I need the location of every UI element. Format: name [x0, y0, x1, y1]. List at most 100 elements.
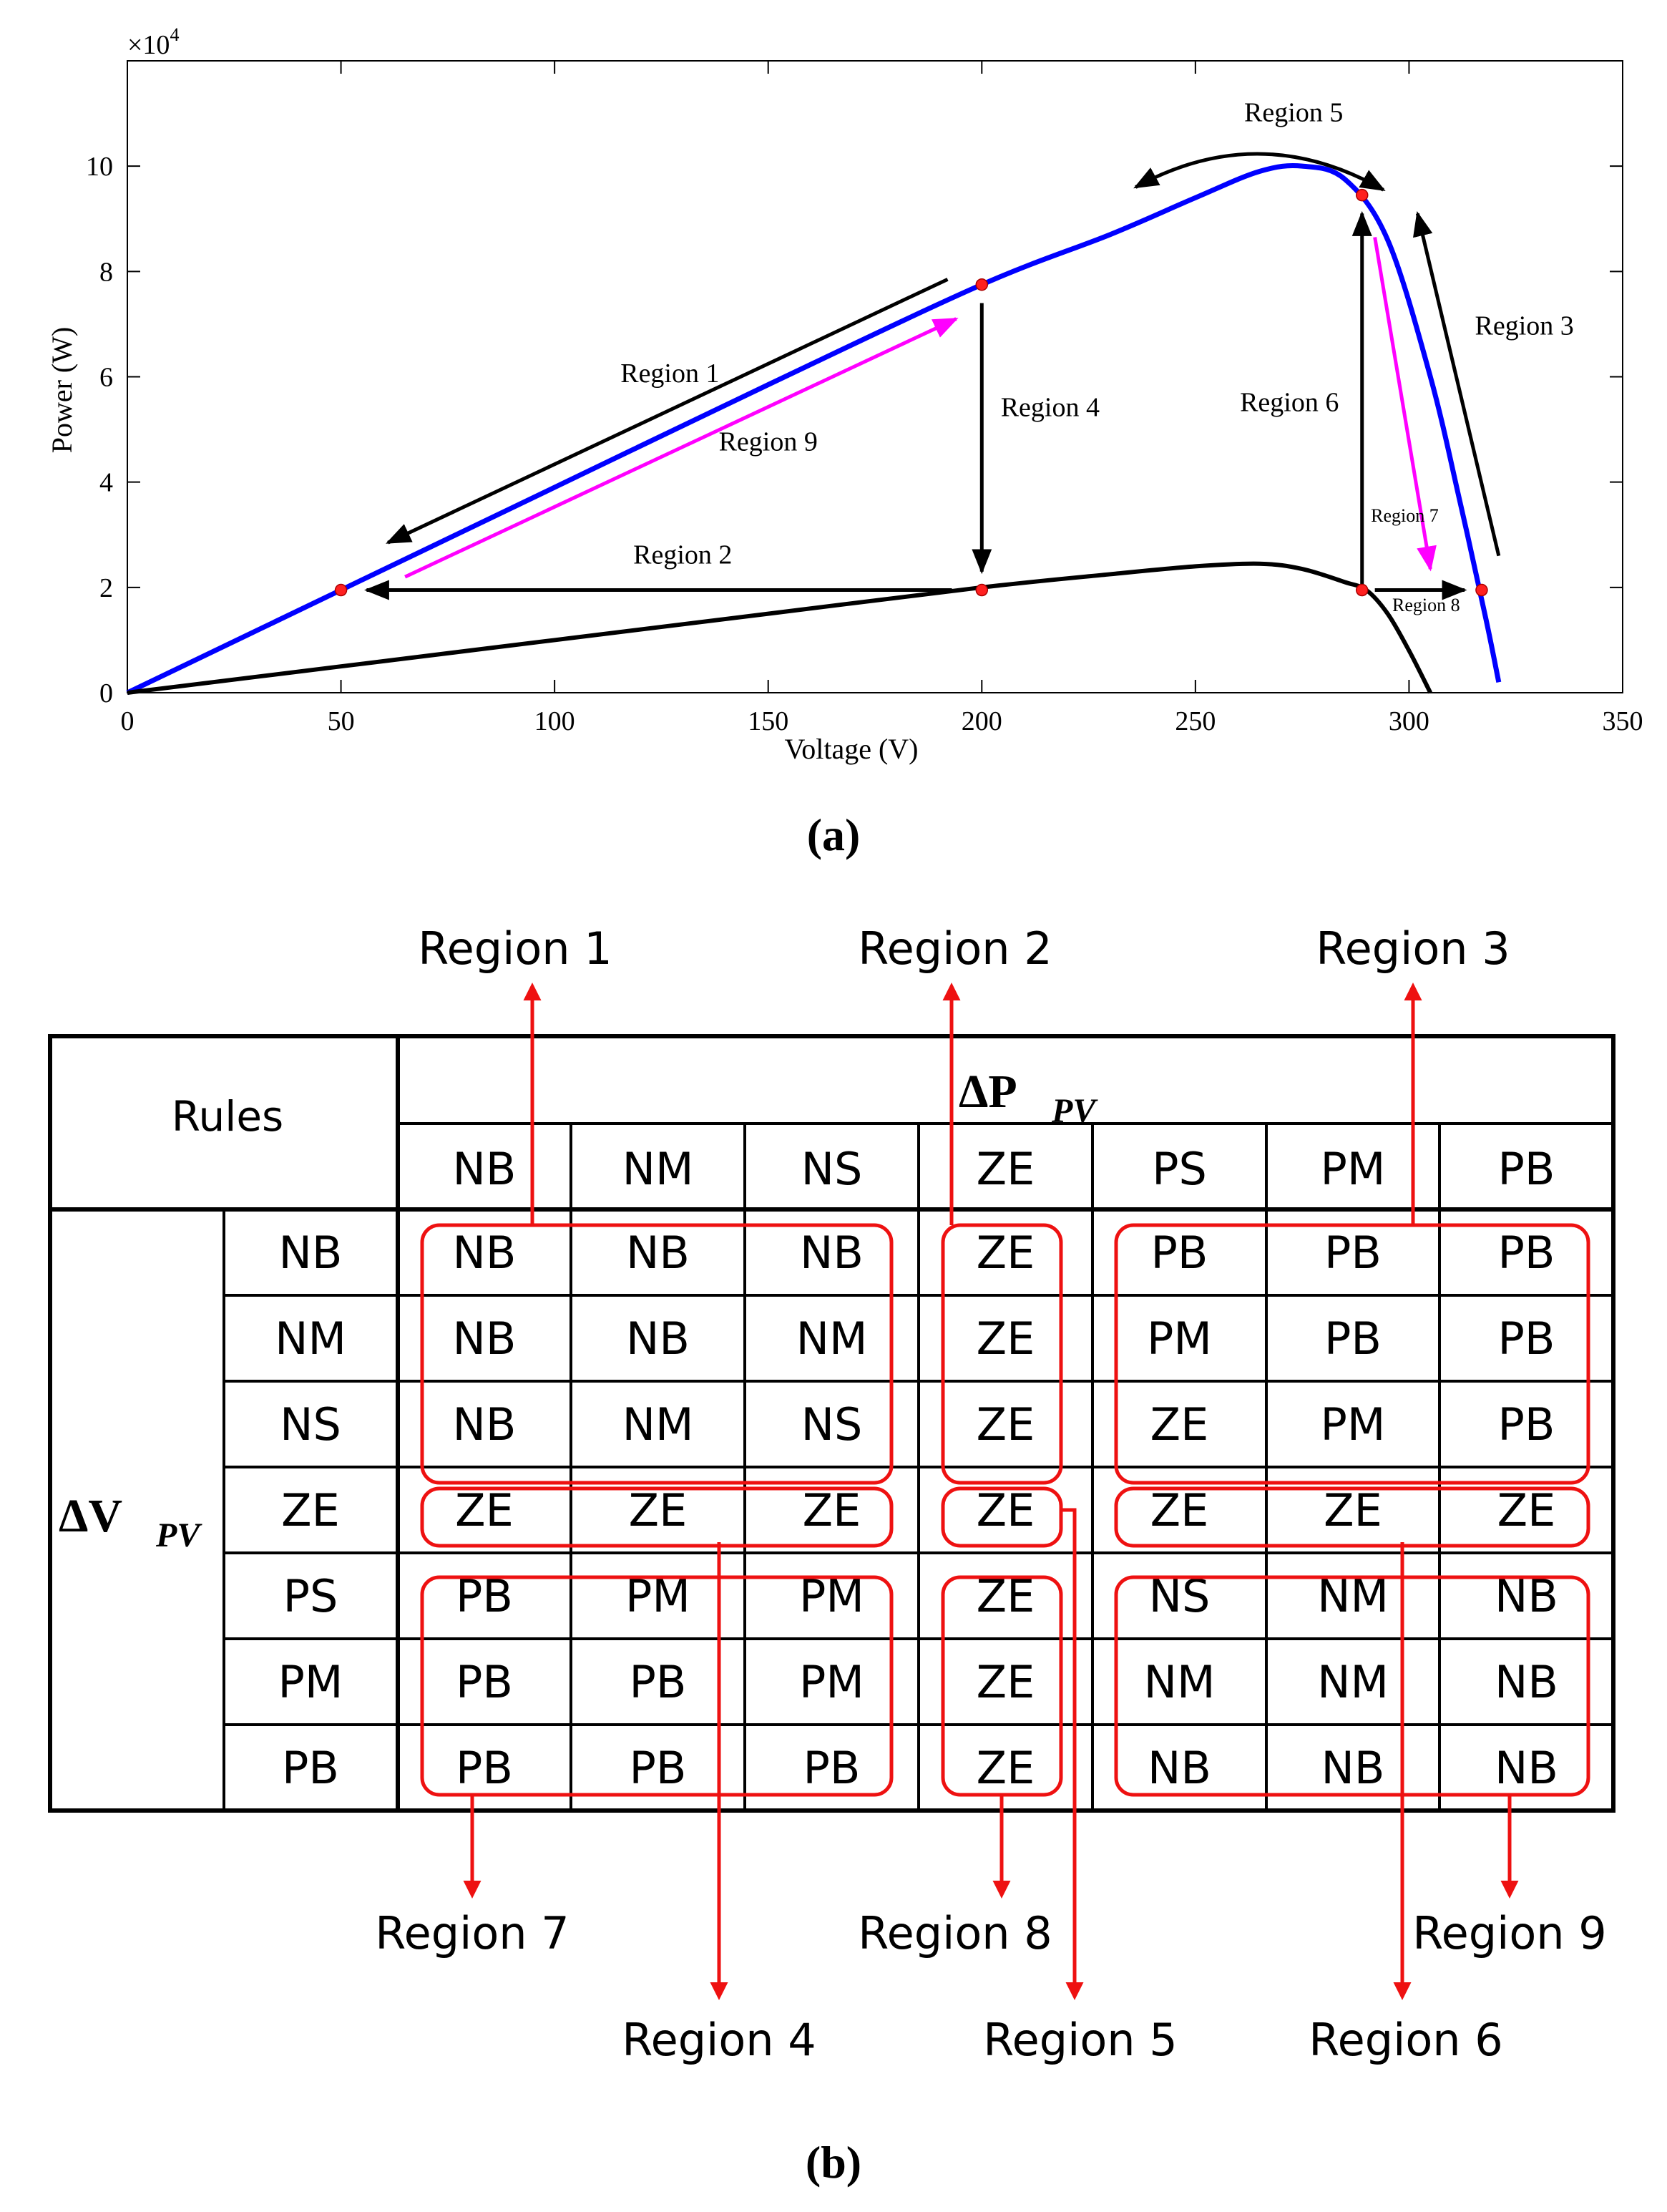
operating-point — [334, 583, 348, 597]
region-label: Region 6 — [1309, 2014, 1502, 2066]
rule-cell: NM — [622, 1398, 694, 1451]
rule-cell: NB — [453, 1227, 517, 1279]
rule-cell: ZE — [977, 1484, 1035, 1536]
rule-cell: PB — [1324, 1312, 1382, 1365]
region-label: Region 8 — [858, 1907, 1052, 1959]
region-outline — [941, 1486, 1063, 1548]
rule-cell: NB — [800, 1227, 864, 1279]
rule-cell: ZE — [455, 1484, 514, 1536]
rule-cell: NB — [1495, 1742, 1558, 1794]
black-direction-arrow — [1413, 210, 1501, 557]
column-group-subscript: PV — [1051, 1092, 1098, 1130]
region-label: Region 2 — [858, 922, 1052, 975]
x-tick-label: 200 — [962, 706, 1002, 736]
region-outline — [1114, 1575, 1590, 1797]
region-label: Region 3 — [1316, 922, 1510, 975]
operating-point — [975, 583, 989, 597]
y-tick-label: 0 — [99, 678, 113, 708]
column-header: NS — [801, 1143, 863, 1195]
x-axis-label: Voltage (V) — [785, 733, 919, 765]
operating-point — [1355, 583, 1369, 597]
column-header: ZE — [977, 1143, 1035, 1195]
x-tick-label: 250 — [1175, 706, 1216, 736]
fuzzy-rule-table: NB NM NS ZE PS PM PB NB NM NS ZE PS PM PB NB NB NB ZE PB PB… — [48, 922, 1615, 2066]
rule-cell: PM — [1321, 1398, 1386, 1451]
region-label: Region 9 — [1412, 1907, 1606, 1959]
x-tick-label: 150 — [748, 706, 788, 736]
region-label: Region 7 — [375, 1907, 569, 1959]
region-link-arrow — [1060, 1508, 1084, 2000]
rule-cell: PB — [1324, 1227, 1382, 1279]
delta-symbol-v: ΔV — [59, 1490, 122, 1542]
row-header: PM — [278, 1656, 343, 1708]
pv-power-voltage-chart: 0 50 100 150 200 250 300 350 0 2 4 6 8 10 Region 1 Reg… — [46, 24, 1643, 765]
delta-symbol-p: ΔP — [959, 1066, 1017, 1118]
x-tick-label: 0 — [121, 706, 135, 736]
x-tick-label: 50 — [328, 706, 355, 736]
y-tick-label: 4 — [99, 468, 113, 498]
rule-cell: PB — [803, 1742, 861, 1794]
black-direction-arrow — [386, 278, 949, 545]
region-annotation: Region 6 — [1240, 387, 1339, 417]
x-tick-label: 350 — [1603, 706, 1643, 736]
series-line-high-irradiance — [126, 163, 1502, 696]
row-header: PS — [283, 1570, 338, 1622]
rule-cell: PB — [630, 1656, 687, 1708]
rule-cell: ZE — [1324, 1484, 1382, 1536]
rule-cell: NB — [626, 1227, 690, 1279]
rule-cell: ZE — [803, 1484, 861, 1536]
region-outline — [420, 1486, 894, 1548]
operating-point — [975, 278, 989, 291]
row-header: ZE — [281, 1484, 340, 1536]
region-annotation: Region 1 — [620, 359, 719, 389]
region-annotation: Region 2 — [633, 540, 732, 570]
column-header: NB — [453, 1143, 517, 1195]
y-tick-label: 2 — [99, 573, 113, 603]
rule-cell: NB — [626, 1312, 690, 1365]
operating-point — [1355, 188, 1369, 202]
rule-cell: PB — [456, 1656, 513, 1708]
rule-cell: NB — [453, 1398, 517, 1451]
rule-cell: PB — [630, 1742, 687, 1794]
corner-label-rules: Rules — [172, 1092, 283, 1141]
rule-cell: PB — [1151, 1227, 1208, 1279]
row-header: NB — [279, 1227, 343, 1279]
region-label: Region 1 — [418, 922, 612, 975]
region-outline — [420, 1575, 894, 1797]
region-outline — [1114, 1486, 1590, 1548]
region-outline — [941, 1223, 1063, 1485]
rule-cell: PB — [1498, 1398, 1555, 1451]
rule-cell: PM — [799, 1656, 864, 1708]
y-axis-multiplier: ×104 — [127, 24, 179, 60]
rule-cell: PB — [1498, 1312, 1555, 1365]
rule-cell: ZE — [1150, 1398, 1209, 1451]
region-outline — [420, 1223, 894, 1485]
rule-cell: ZE — [977, 1312, 1035, 1365]
region-annotation: Region 5 — [1244, 98, 1343, 128]
rule-cell: NS — [801, 1398, 863, 1451]
table-outer-border — [48, 1034, 1615, 1813]
rule-cell: ZE — [629, 1484, 688, 1536]
rule-cell: NM — [1317, 1656, 1389, 1708]
y-tick-label: 6 — [99, 363, 113, 393]
x-tick-label: 100 — [534, 706, 575, 736]
rule-cell: NB — [1495, 1656, 1558, 1708]
region-annotation: Region 4 — [1001, 393, 1100, 423]
y-axis-label: Power (W) — [46, 327, 78, 454]
column-header: PS — [1152, 1143, 1207, 1195]
y-tick-label: 10 — [86, 152, 113, 182]
magenta-direction-arrow — [1373, 237, 1437, 572]
rule-cell: ZE — [977, 1398, 1035, 1451]
column-header: PB — [1498, 1143, 1555, 1195]
rule-cell: NM — [796, 1312, 868, 1365]
rule-cell: ZE — [1150, 1484, 1209, 1536]
region-annotation: Region 9 — [719, 427, 818, 457]
region-annotation: Region 7 — [1371, 505, 1439, 526]
column-header: PM — [1321, 1143, 1386, 1195]
magenta-direction-arrow — [404, 317, 959, 579]
operating-point — [1475, 583, 1488, 597]
rule-cell: NB — [1148, 1742, 1211, 1794]
rule-cell: PB — [456, 1742, 513, 1794]
column-group-header: ΔP PV — [959, 1066, 1098, 1130]
row-header: PB — [282, 1742, 339, 1794]
